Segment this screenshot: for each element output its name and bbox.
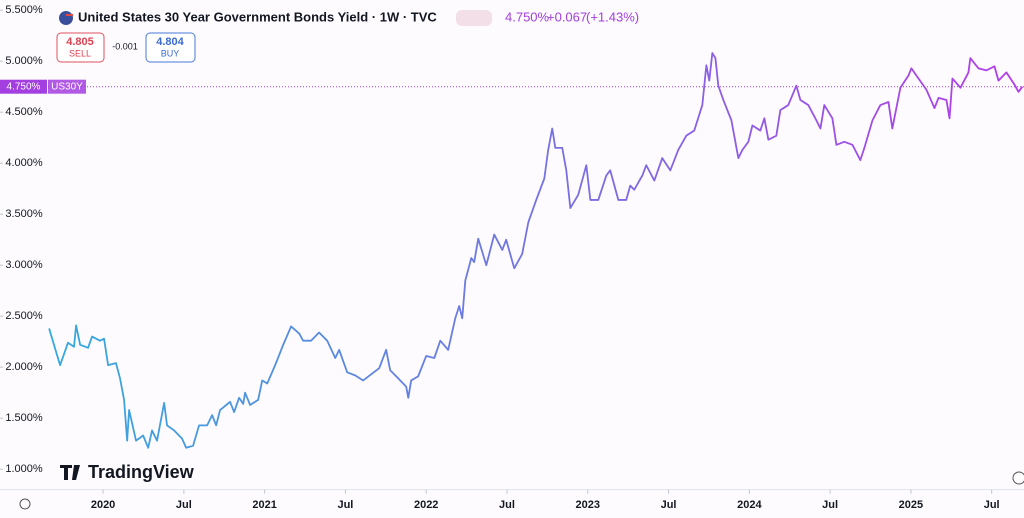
- x-tick-label: 2021: [252, 499, 276, 511]
- title: United States 30 Year Government Bonds Y…: [78, 9, 437, 24]
- price-label-box: [0, 79, 47, 94]
- flag-stripe: [66, 14, 73, 16]
- toggle[interactable]: [456, 10, 492, 26]
- x-tick-label: Jul: [984, 499, 1000, 511]
- x-tick-label: 2023: [576, 499, 600, 511]
- change-pct: (+1.43%): [586, 9, 639, 24]
- y-tick-label: 2.000%: [5, 361, 43, 373]
- scroll-icon[interactable]: [1012, 471, 1024, 485]
- symbol-label-box: [48, 79, 86, 94]
- sell-price: 4.805: [66, 36, 94, 48]
- buy-price: 4.804: [156, 36, 184, 48]
- settings-icon[interactable]: [19, 498, 31, 510]
- x-tick-label: Jul: [822, 499, 838, 511]
- buy-button[interactable]: [145, 32, 196, 63]
- x-tick-label: Jul: [661, 499, 677, 511]
- series-line: [48, 52, 1024, 449]
- sell-label: SELL: [69, 48, 91, 58]
- x-tick-label: 2020: [91, 499, 115, 511]
- y-tick-label: 5.000%: [5, 55, 43, 67]
- y-tick-label: 5.500%: [5, 4, 43, 16]
- watermark: TradingView: [88, 462, 195, 482]
- x-tick-label: Jul: [176, 499, 192, 511]
- logo-icon: [60, 465, 80, 480]
- spread: -0.001: [112, 41, 138, 51]
- y-tick-label: 2.500%: [5, 310, 43, 322]
- sell-button[interactable]: [56, 32, 105, 63]
- x-tick-label: Jul: [337, 499, 353, 511]
- y-tick-label: 1.500%: [5, 412, 43, 424]
- price: 4.750%: [505, 9, 550, 24]
- y-tick-label: 4.500%: [5, 106, 43, 118]
- x-tick-label: 2024: [737, 499, 762, 511]
- y-tick-label: 4.000%: [5, 157, 43, 169]
- y-tick-label: 1.000%: [5, 463, 43, 475]
- y-tick-label: 3.000%: [5, 259, 43, 271]
- header: United States 30 Year Government Bonds Y…: [56, 9, 639, 63]
- y-tick-label: 3.500%: [5, 208, 43, 220]
- buy-label: BUY: [161, 48, 180, 58]
- x-tick-label: 2022: [414, 499, 438, 511]
- x-tick-label: Jul: [499, 499, 515, 511]
- change: +0.067: [547, 9, 587, 24]
- flag-icon: [59, 11, 73, 25]
- price-label: 4.750%: [7, 81, 41, 92]
- x-tick-label: 2025: [899, 499, 923, 511]
- symbol-label: US30Y: [51, 81, 83, 92]
